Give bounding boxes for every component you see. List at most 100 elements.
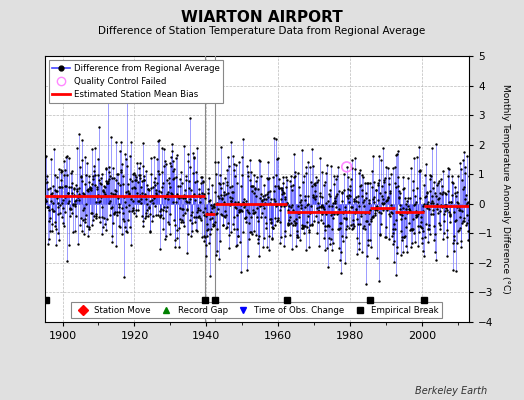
Point: [440, 211, 449, 217]
Point: [212, 252, 221, 258]
Point: [300, 223, 308, 230]
Point: [122, 203, 130, 210]
Point: [324, 234, 333, 241]
Point: [294, 234, 303, 240]
Point: [149, 213, 158, 220]
Point: [265, 233, 274, 239]
Point: [169, 158, 178, 164]
Point: [431, 190, 439, 196]
Point: [146, 210, 154, 217]
Point: [336, 220, 344, 226]
Point: [103, 216, 111, 222]
Point: [316, 193, 324, 199]
Point: [201, 253, 210, 259]
Point: [413, 223, 422, 229]
Point: [143, 200, 151, 207]
Point: [275, 185, 283, 191]
Point: [358, 174, 367, 180]
Point: [191, 197, 200, 204]
Point: [110, 175, 118, 182]
Point: [62, 193, 71, 200]
Point: [269, 134, 278, 141]
Point: [59, 197, 67, 203]
Point: [409, 178, 417, 184]
Point: [388, 205, 396, 211]
Point: [346, 193, 354, 199]
Point: [329, 215, 337, 221]
Point: [430, 179, 438, 185]
Point: [363, 252, 371, 259]
Point: [283, 177, 291, 184]
Point: [248, 183, 257, 189]
Point: [138, 213, 146, 219]
Point: [159, 215, 167, 221]
Point: [116, 224, 125, 230]
Point: [392, 272, 401, 278]
Point: [400, 234, 409, 240]
Point: [279, 180, 287, 186]
Point: [285, 221, 293, 227]
Point: [207, 209, 215, 215]
Point: [124, 217, 132, 223]
Point: [234, 233, 242, 239]
Point: [429, 211, 437, 217]
Point: [100, 183, 108, 189]
Point: [260, 200, 269, 206]
Point: [94, 199, 103, 205]
Point: [228, 188, 236, 195]
Point: [185, 178, 193, 184]
Point: [183, 199, 191, 206]
Point: [112, 188, 121, 194]
Point: [221, 213, 229, 220]
Point: [146, 198, 155, 204]
Point: [69, 202, 77, 208]
Point: [217, 185, 225, 191]
Point: [144, 186, 152, 192]
Point: [104, 96, 112, 102]
Point: [312, 174, 320, 180]
Point: [162, 207, 170, 214]
Point: [325, 223, 334, 230]
Point: [221, 174, 229, 181]
Point: [394, 183, 402, 190]
Point: [434, 210, 442, 217]
Point: [204, 226, 212, 232]
Point: [137, 196, 146, 202]
Point: [456, 160, 465, 166]
Point: [286, 231, 294, 238]
Point: [253, 214, 261, 220]
Point: [300, 197, 309, 204]
Point: [399, 174, 407, 180]
Point: [264, 194, 272, 200]
Point: [224, 154, 232, 160]
Point: [83, 233, 92, 239]
Point: [348, 204, 357, 210]
Point: [95, 214, 104, 220]
Point: [93, 172, 102, 178]
Point: [108, 233, 116, 239]
Point: [107, 190, 115, 197]
Point: [264, 159, 272, 165]
Point: [253, 174, 261, 181]
Point: [183, 207, 191, 213]
Point: [419, 203, 428, 209]
Point: [275, 176, 283, 182]
Point: [379, 145, 387, 151]
Point: [460, 215, 468, 222]
Point: [370, 212, 379, 218]
Point: [349, 217, 357, 223]
Point: [424, 199, 432, 205]
Point: [139, 218, 147, 224]
Point: [66, 205, 74, 212]
Point: [120, 274, 128, 280]
Point: [133, 193, 141, 199]
Point: [391, 184, 400, 190]
Point: [381, 234, 389, 240]
Point: [193, 178, 201, 184]
Point: [245, 236, 253, 242]
Point: [174, 183, 182, 189]
Point: [373, 255, 381, 262]
Point: [109, 219, 117, 226]
Point: [403, 209, 411, 216]
Point: [172, 174, 180, 181]
